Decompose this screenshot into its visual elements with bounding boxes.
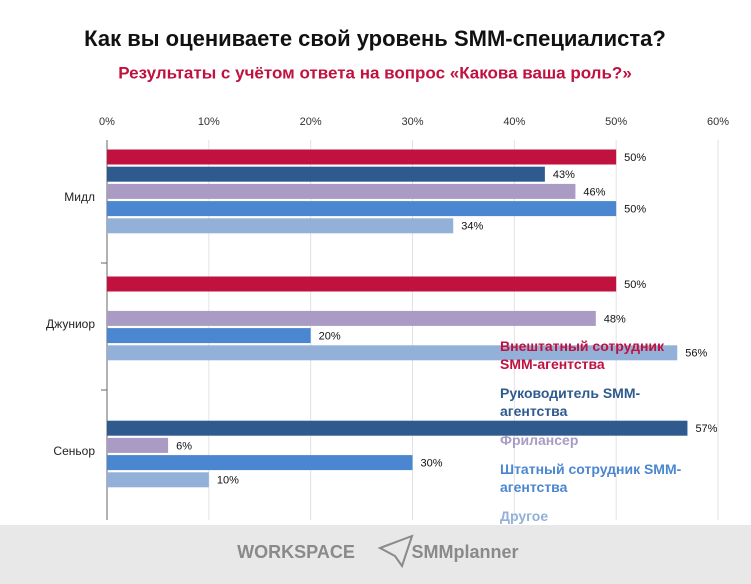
legend-entry: Другое [500,508,549,524]
bar [107,276,617,292]
x-tick-label: 60% [707,116,729,128]
y-tick-label: Джуниор [46,317,95,331]
value-label: 48% [604,313,626,325]
x-tick-label: 40% [503,116,525,128]
value-label: 43% [553,169,575,181]
bar [107,149,617,165]
legend-entry: Внештатный сотрудник SMM-агентства [500,338,665,372]
x-tick-label: 30% [401,116,423,128]
bar [107,201,617,217]
bar [107,345,678,361]
bar [107,218,454,234]
y-tick-label: Мидл [64,190,95,204]
value-label: 6% [176,440,192,452]
value-label: 30% [421,458,443,470]
x-tick-label: 50% [605,116,627,128]
x-tick-label: 20% [300,116,322,128]
bar [107,437,169,453]
x-tick-label: 0% [99,116,115,128]
bar [107,455,413,471]
value-label: 56% [685,348,707,360]
value-label: 34% [461,221,483,233]
chart-title: Как вы оцениваете свой уровень SMM-специ… [84,26,666,51]
value-label: 50% [624,204,646,216]
bar [107,328,311,344]
legend-entry: Штатный сотрудник SMM-агентства [500,461,682,495]
bar [107,166,545,182]
bar [107,183,576,199]
footer-logo: SMMplanner [411,542,518,562]
y-tick-label: Сеньор [53,444,95,458]
logo-icon [377,534,414,569]
value-label: 57% [695,423,717,435]
x-tick-label: 10% [198,116,220,128]
legend-entry: Руководитель SMM-агентства [500,385,641,419]
footer-logo: WORKSPACE [237,542,355,562]
legend: Внештатный сотрудник SMM-агентства Руково… [500,337,700,536]
value-label: 46% [583,186,605,198]
legend-entry: Фрилансер [500,432,579,448]
bar [107,310,596,326]
value-label: 50% [624,279,646,291]
footer-band [0,525,751,584]
value-label: 50% [624,152,646,164]
bar [107,472,209,488]
bar [107,420,688,436]
chart-subtitle: Результаты с учётом ответа на вопрос «Ка… [118,63,632,82]
value-label: 20% [319,331,341,343]
value-label: 10% [217,475,239,487]
